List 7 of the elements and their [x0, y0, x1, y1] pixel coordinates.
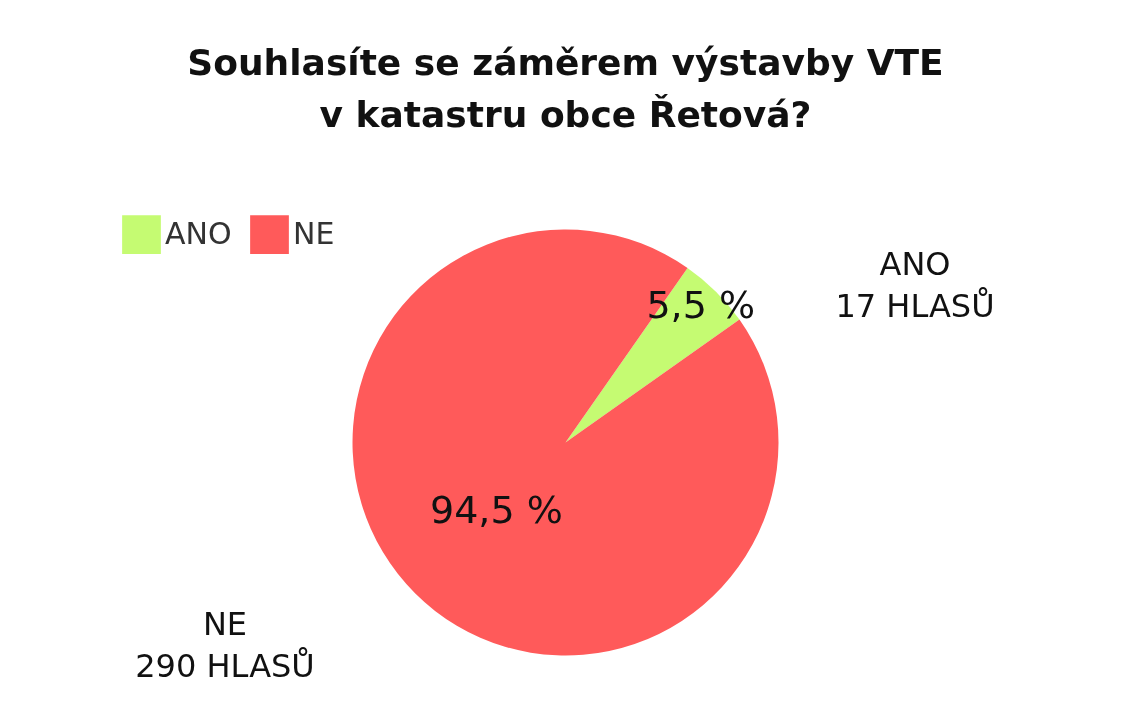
chart-title: Souhlasíte se záměrem výstavby VTE v katastru obce Řetová?: [187, 42, 944, 135]
legend-label: NE: [293, 215, 335, 251]
pie-slice: [352, 229, 779, 656]
text: NE 290 HLASŮ: [135, 605, 315, 685]
text: ANO 17 HLASŮ: [835, 245, 995, 325]
legend-label: ANO: [165, 215, 232, 251]
data-label: 94,5 %: [430, 487, 563, 532]
